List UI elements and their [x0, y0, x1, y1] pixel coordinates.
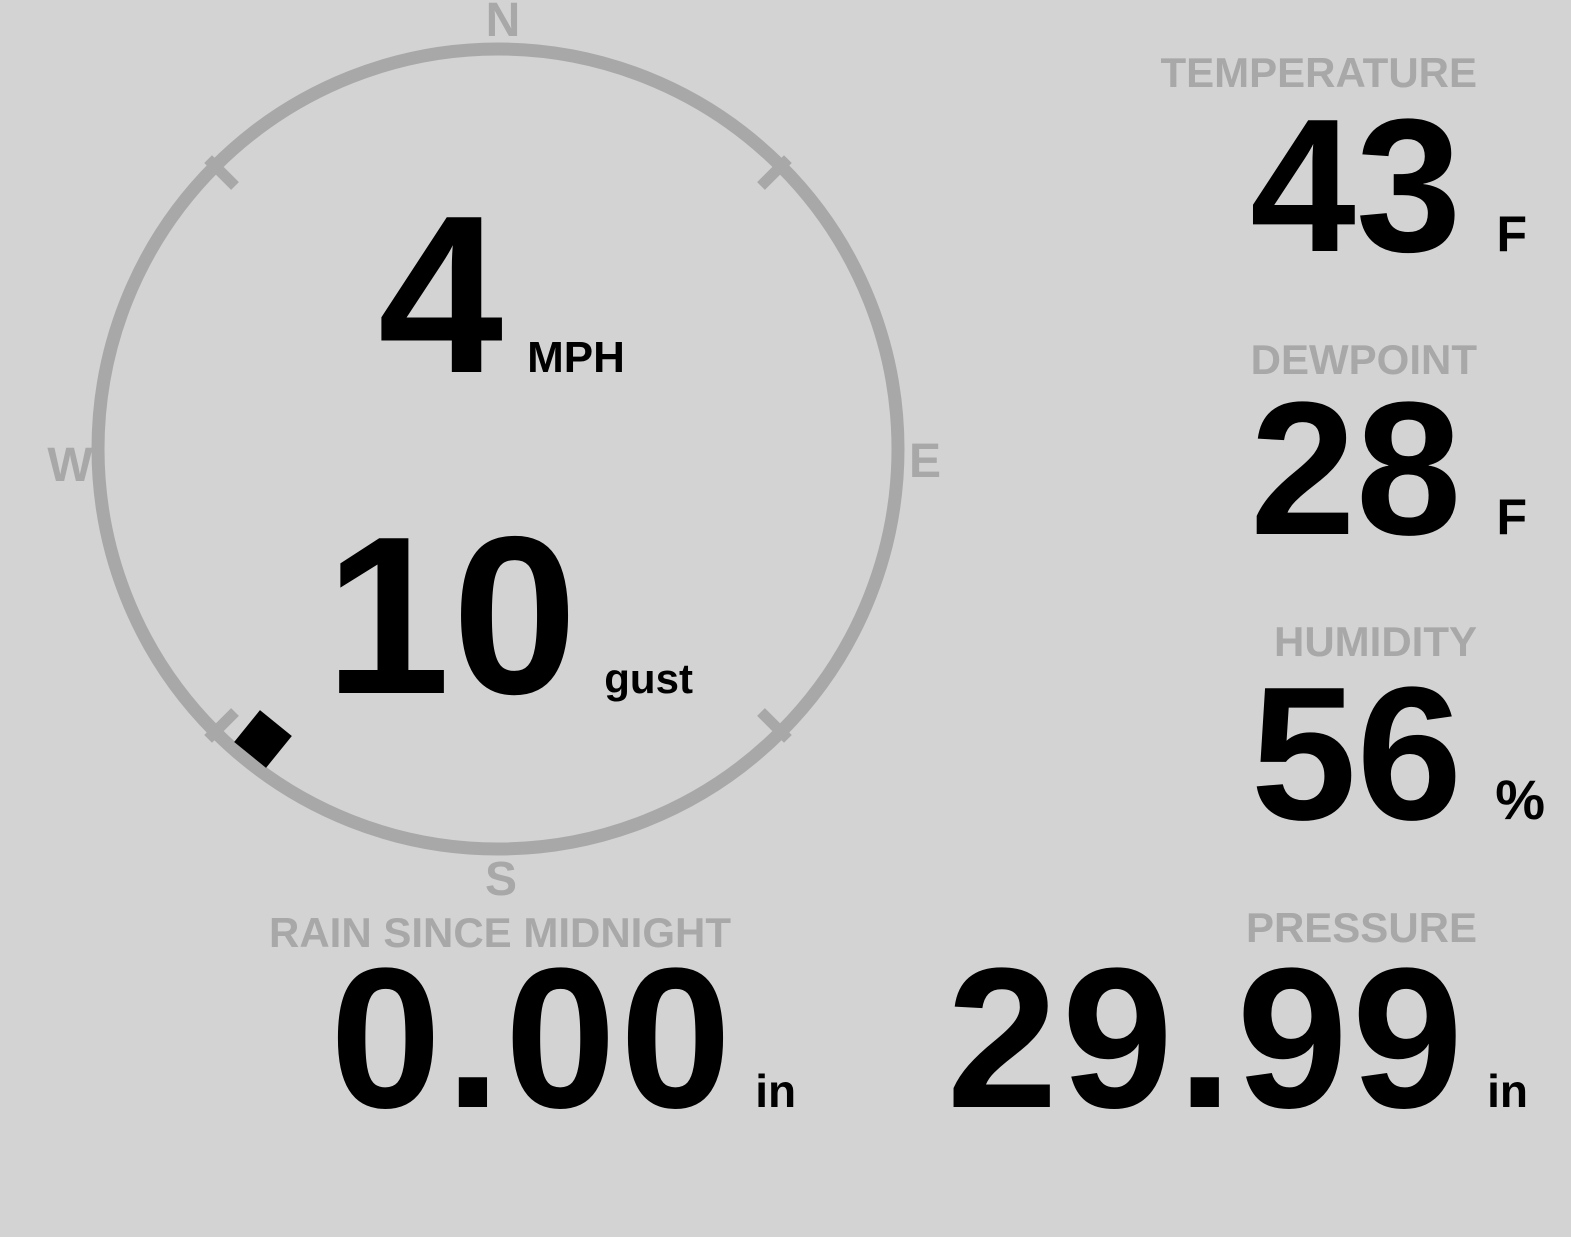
humidity-label: HUMIDITY	[1274, 618, 1477, 665]
compass-label-east: E	[908, 435, 941, 488]
temperature-value-row: 43 F	[1250, 91, 1527, 281]
humidity-value-row: 56 %	[1251, 659, 1545, 849]
wind-speed: 4 MPH	[378, 182, 625, 407]
humidity-value: 56	[1250, 648, 1463, 860]
compass-label-south: S	[484, 853, 517, 906]
rain-value: 0.00	[330, 927, 736, 1150]
rain-label: RAIN SINCE MIDNIGHT	[269, 909, 731, 956]
temperature-value: 43	[1250, 80, 1462, 292]
compass-circle	[91, 42, 905, 856]
temperature-unit: F	[1496, 206, 1527, 262]
compass-label-north: N	[485, 0, 521, 47]
wind-speed-value: 4	[378, 168, 506, 420]
dewpoint-unit: F	[1496, 489, 1527, 545]
dewpoint-label: DEWPOINT	[1250, 336, 1477, 383]
wind-gust: 10 gust	[325, 503, 693, 728]
compass-intercardinal-ticks	[204, 155, 792, 743]
humidity-unit: %	[1495, 768, 1545, 831]
pressure-label: PRESSURE	[1245, 904, 1477, 951]
wind-gust-value: 10	[325, 489, 580, 741]
temperature-label: TEMPERATURE	[1160, 49, 1477, 96]
pressure-value: 29.99	[946, 927, 1468, 1150]
dewpoint-value-row: 28 F	[1250, 374, 1527, 564]
compass-label-west: W	[47, 439, 93, 492]
pressure-value-row: 29.99 in	[947, 939, 1528, 1139]
rain-unit: in	[755, 1065, 797, 1117]
pressure-unit: in	[1487, 1065, 1528, 1117]
rain-value-row: 0.00 in	[330, 939, 796, 1139]
dewpoint-value: 28	[1250, 363, 1462, 575]
wind-speed-unit: MPH	[527, 333, 625, 382]
wind-gust-unit: gust	[604, 655, 693, 702]
